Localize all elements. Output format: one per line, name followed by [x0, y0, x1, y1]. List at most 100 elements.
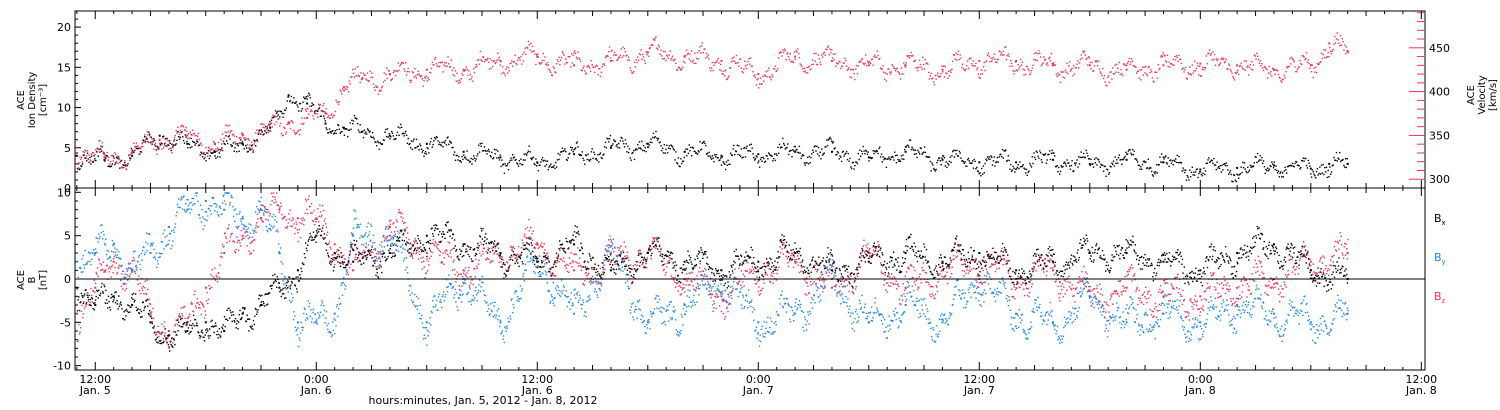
velocity-point — [1193, 70, 1195, 72]
density-point — [777, 146, 779, 148]
bz-point — [438, 249, 440, 252]
density-point — [677, 157, 680, 159]
velocity-point — [264, 127, 266, 129]
bz-point — [417, 258, 420, 260]
bz-point — [507, 267, 509, 269]
bz-point — [869, 247, 871, 250]
velocity-point — [339, 89, 341, 91]
velocity-point — [261, 123, 264, 125]
velocity-point — [1144, 72, 1146, 74]
density-point — [1276, 172, 1279, 174]
bz-point — [373, 256, 375, 259]
bz-point — [113, 255, 115, 258]
velocity-point — [179, 129, 181, 131]
bz-point — [203, 317, 206, 319]
bz-point — [843, 280, 845, 283]
bz-point — [565, 267, 567, 269]
velocity-point — [436, 65, 438, 67]
density-point — [532, 156, 535, 159]
velocity-anchor-point — [342, 86, 345, 89]
bz-point — [860, 254, 863, 257]
bz-point — [271, 200, 273, 202]
density-point — [994, 165, 996, 167]
velocity-point — [721, 72, 723, 75]
velocity-point — [1056, 75, 1058, 78]
velocity-point — [125, 168, 128, 171]
density-point — [874, 150, 876, 152]
density-point — [757, 162, 759, 164]
bz-point — [691, 271, 694, 273]
bz-point — [660, 253, 663, 255]
bz-point — [783, 242, 785, 244]
velocity-point — [940, 72, 942, 75]
density-point — [787, 143, 789, 145]
velocity-point — [1296, 69, 1299, 71]
velocity-point — [373, 86, 375, 89]
velocity-point — [671, 57, 673, 59]
velocity-point — [1065, 71, 1067, 73]
density-point — [1124, 155, 1126, 158]
density-point — [481, 142, 483, 144]
density-point — [1020, 165, 1023, 168]
density-point — [791, 156, 793, 158]
density-point — [270, 119, 273, 121]
bz-point — [110, 276, 112, 278]
density-point — [529, 151, 531, 153]
density-point — [405, 130, 407, 133]
velocity-point — [1267, 77, 1269, 79]
density-point — [385, 128, 387, 131]
bz-point — [854, 276, 856, 278]
bz-point — [187, 316, 190, 319]
density-point — [1319, 166, 1321, 168]
bz-point — [275, 201, 277, 203]
velocity-point — [690, 60, 692, 62]
density-point — [365, 131, 367, 133]
density-point — [758, 166, 761, 168]
bz-point — [424, 277, 426, 279]
density-point — [110, 165, 112, 168]
b-tick-label: 0 — [64, 273, 71, 286]
density-point — [93, 155, 95, 157]
velocity-point — [159, 144, 162, 147]
velocity-point — [709, 67, 711, 69]
density-point — [810, 156, 812, 159]
velocity-point — [720, 63, 722, 66]
velocity-point — [335, 99, 337, 101]
density-point — [327, 132, 329, 134]
density-point — [1025, 168, 1028, 171]
density-point — [153, 139, 156, 142]
bz-point — [132, 260, 134, 262]
velocity-point — [581, 69, 583, 72]
velocity-point — [1189, 73, 1192, 75]
density-point — [322, 110, 324, 113]
velocity-point — [273, 115, 275, 117]
velocity-point — [1095, 61, 1097, 63]
velocity-point — [1183, 71, 1185, 73]
density-point — [828, 138, 830, 140]
density-point — [1039, 152, 1042, 154]
velocity-point — [767, 69, 769, 72]
density-point — [701, 142, 704, 144]
velocity-point — [1208, 52, 1210, 54]
density-point — [1218, 165, 1220, 168]
velocity-point — [210, 148, 212, 151]
bz-point — [161, 323, 163, 325]
bz-point — [775, 279, 777, 281]
velocity-point — [208, 147, 210, 150]
density-point — [418, 149, 420, 151]
density-point — [1100, 163, 1102, 166]
velocity-point — [90, 160, 92, 162]
bz-point — [143, 286, 146, 289]
density-point — [1275, 165, 1277, 167]
velocity-point — [733, 56, 735, 58]
bz-point — [609, 238, 612, 240]
velocity-point — [834, 53, 836, 55]
density-point — [416, 146, 418, 148]
bz-point — [318, 215, 320, 217]
velocity-point — [201, 144, 203, 147]
bz-point — [766, 274, 768, 276]
density-point — [272, 116, 274, 119]
velocity-point — [942, 71, 944, 73]
bz-point — [195, 307, 197, 309]
density-point — [996, 161, 998, 163]
